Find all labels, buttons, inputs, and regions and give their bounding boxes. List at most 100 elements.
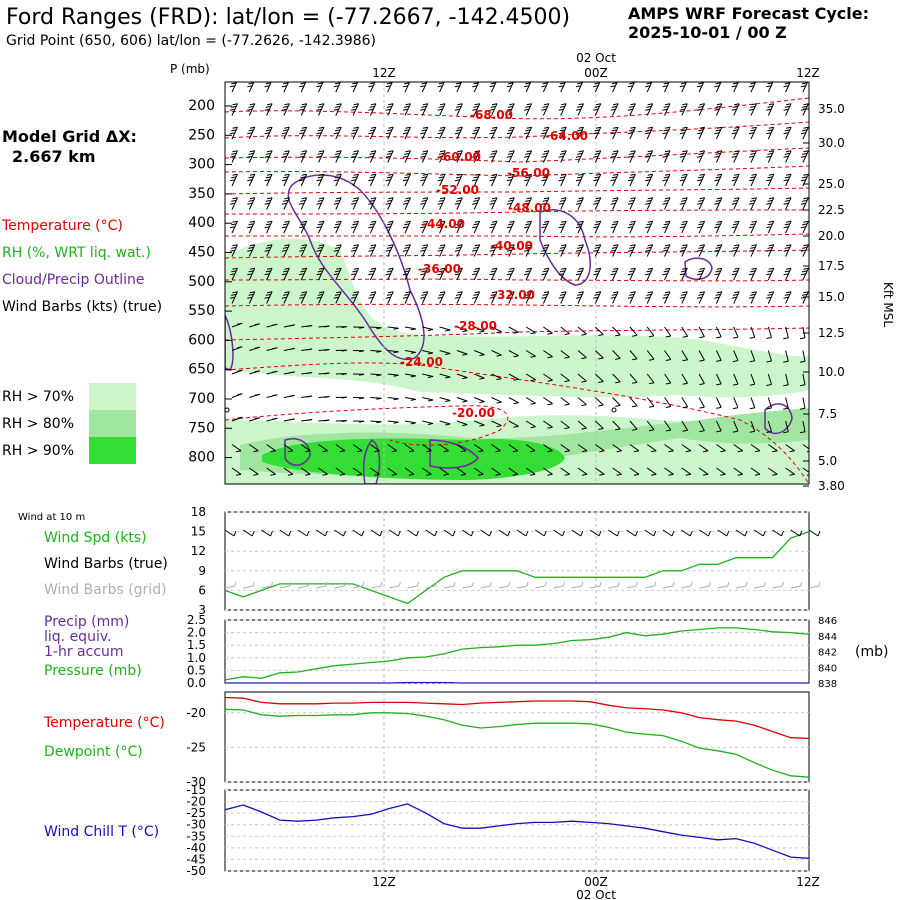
- wind-barb-staff: [681, 444, 692, 452]
- wind-barb-flag: [379, 530, 383, 537]
- wind-barb-flag: [251, 530, 255, 537]
- grid-barb-flag: [344, 581, 346, 587]
- wind-barb-flag: [232, 173, 238, 176]
- wind-barb-flag: [267, 197, 273, 200]
- wind-barb: [318, 419, 330, 422]
- wind-barb-staff: [733, 420, 739, 432]
- wind-barb: [800, 103, 809, 116]
- wind-barb-flag: [324, 349, 330, 351]
- wind-barb-staff: [594, 373, 604, 382]
- wind-barb: [266, 394, 278, 398]
- wind-barb-flag: [558, 108, 564, 111]
- wind-barb-flag: [369, 199, 375, 202]
- wind-barb-flag: [322, 473, 328, 476]
- wind-barb-flag: [708, 530, 711, 537]
- wind-barb: [318, 396, 330, 398]
- wind-barb-flag: [229, 179, 236, 182]
- wind-barb-flag: [474, 267, 480, 270]
- grid-wind-barb: [644, 581, 657, 589]
- wind-barb-flag: [714, 202, 720, 205]
- wind-barb: [799, 397, 806, 410]
- wind-barb-flag: [627, 249, 633, 252]
- temperature-contour-labels: -68.00-64.00-60.00-56.00-52.00-48.00-44.…: [400, 108, 588, 420]
- grid-barb-flag: [362, 581, 365, 587]
- wind-barb: [472, 173, 481, 187]
- bottom-tick-00z: 00Z: [584, 875, 608, 889]
- wind-barb-flag: [714, 273, 720, 276]
- wind-barb-flag: [575, 249, 582, 252]
- wind-barb-flag: [427, 376, 434, 378]
- wind-barb-flag: [594, 246, 600, 249]
- wind-barb-flag: [457, 126, 463, 129]
- wind-barb-flag: [680, 199, 687, 202]
- grid-wind-barb: [516, 581, 529, 589]
- surface-wind-barb: [425, 529, 438, 537]
- wind-barb: [351, 220, 360, 234]
- grid-barb-flag: [234, 581, 237, 587]
- wind-barb: [333, 103, 342, 116]
- wind-barb-flag: [768, 291, 774, 294]
- wind-barb: [353, 350, 365, 353]
- wind-barb-flag: [664, 173, 671, 176]
- height-tick-label: 30.0: [818, 136, 845, 150]
- grid-barb-staff: [589, 585, 601, 589]
- wind-barb-flag: [426, 473, 432, 476]
- wind-barb-flag: [613, 291, 619, 294]
- wind-barb-flag: [284, 244, 290, 247]
- wind-barb-flag: [454, 85, 460, 88]
- temperature-contour: [225, 278, 809, 282]
- surface-wind-barb: [480, 529, 492, 537]
- wind-barb: [439, 397, 451, 402]
- wind-barb-staff: [473, 444, 484, 452]
- wind-barb-flag: [611, 152, 617, 155]
- wind-barb-flag: [685, 450, 691, 453]
- wind-barb-flag: [645, 249, 651, 252]
- wind-barb-flag: [232, 267, 238, 270]
- wind-barb-flag: [581, 473, 588, 476]
- wind-barb-flag: [732, 199, 738, 202]
- wind-barb: [541, 173, 550, 187]
- wind-barb-flag: [543, 150, 549, 153]
- wind-barb-flag: [300, 246, 306, 249]
- wind-barb: [472, 244, 481, 257]
- wind-barb-flag: [454, 249, 460, 252]
- wind-barb-staff: [785, 444, 795, 452]
- wind-barb-flag: [353, 126, 359, 129]
- wind-barb-staff: [735, 529, 746, 537]
- wind-barb-staff: [664, 350, 672, 360]
- wind-barb: [646, 397, 655, 408]
- wind-barb-flag: [437, 85, 443, 88]
- wind-barb-flag: [561, 291, 567, 294]
- wind-barb-flag: [559, 199, 565, 202]
- wind-barb: [766, 397, 772, 410]
- wind-barb-staff: [560, 373, 570, 382]
- wind-barb-flag: [440, 220, 446, 223]
- wind-barb-flag: [475, 80, 480, 81]
- wind-barb-flag: [506, 202, 512, 205]
- wind-barb: [316, 103, 325, 116]
- wind-barb: [420, 197, 429, 210]
- wind-barb-flag: [578, 197, 584, 200]
- temperature-contour-label: -32.00: [492, 288, 535, 302]
- surface-wind-barb: [334, 529, 346, 537]
- wind-barb: [264, 103, 273, 116]
- wind-barb-flag: [420, 226, 426, 229]
- wind-barb-flag: [334, 176, 341, 179]
- wind-barb-staff: [534, 529, 545, 537]
- wind-barb-flag: [646, 105, 652, 108]
- wind-barb-flag: [766, 384, 772, 386]
- wind-barb-flag: [789, 450, 795, 453]
- wind-barb-flag: [699, 103, 705, 106]
- wind-barb-flag: [386, 152, 392, 155]
- wind-barb: [506, 197, 515, 210]
- wind-barb-flag: [664, 220, 671, 223]
- wind-barb-flag: [283, 246, 289, 249]
- wind-barb-flag: [768, 197, 774, 200]
- wind-barb-flag: [336, 244, 342, 247]
- wind-barb-flag: [422, 244, 428, 247]
- wind-barb: [610, 126, 619, 140]
- wind-barb: [229, 103, 238, 116]
- wind-barb-flag: [648, 335, 655, 338]
- wind-barb-flag: [716, 126, 722, 129]
- wind-barb-flag: [682, 126, 688, 129]
